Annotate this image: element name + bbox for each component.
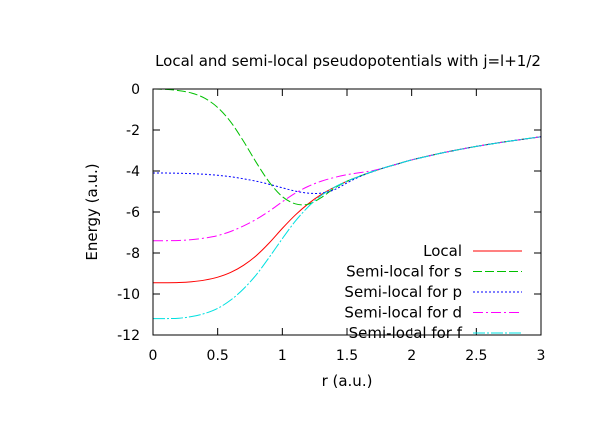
legend-label-3: Semi-local for d xyxy=(344,304,462,322)
y-tick-label: -6 xyxy=(126,205,140,221)
x-tick-label: 3 xyxy=(537,348,546,364)
series-line-4 xyxy=(152,136,542,320)
plot-frame xyxy=(152,88,542,336)
x-tick-label: 1.5 xyxy=(336,348,358,364)
series-layer xyxy=(152,88,542,320)
y-tick-label: -8 xyxy=(126,246,140,262)
series-line-2 xyxy=(152,136,542,194)
x-tick-label: 2 xyxy=(407,348,416,364)
legend-label-4: Semi-local for f xyxy=(349,324,463,342)
y-tick-label: -12 xyxy=(117,328,140,344)
x-tick-label: 0 xyxy=(149,348,158,364)
x-tick-label: 1 xyxy=(278,348,287,364)
legend-label-2: Semi-local for p xyxy=(344,283,462,301)
series-line-3 xyxy=(152,136,542,242)
x-axis-title: r (a.u.) xyxy=(322,372,373,390)
chart-title: Local and semi-local pseudopotentials wi… xyxy=(155,52,541,70)
y-axis-title: Energy (a.u.) xyxy=(83,163,101,260)
x-tick-label: 2.5 xyxy=(465,348,487,364)
legend-label-1: Semi-local for s xyxy=(346,263,462,281)
series-line-0 xyxy=(152,136,542,284)
legend-label-0: Local xyxy=(423,242,462,260)
y-tick-label: -4 xyxy=(126,164,140,180)
series-line-1 xyxy=(152,88,542,206)
ticks-layer: 0 0.5 1 1.5 2 2.5 3 0 -2 -4 -6 -8 -10 -12 xyxy=(117,82,545,364)
legend: Local Semi-local for s Semi-local for p Sem… xyxy=(344,242,522,342)
y-tick-label: -2 xyxy=(126,123,140,139)
x-tick-label: 0.5 xyxy=(207,348,229,364)
y-tick-label: 0 xyxy=(131,82,140,98)
y-tick-label: -10 xyxy=(117,287,140,303)
